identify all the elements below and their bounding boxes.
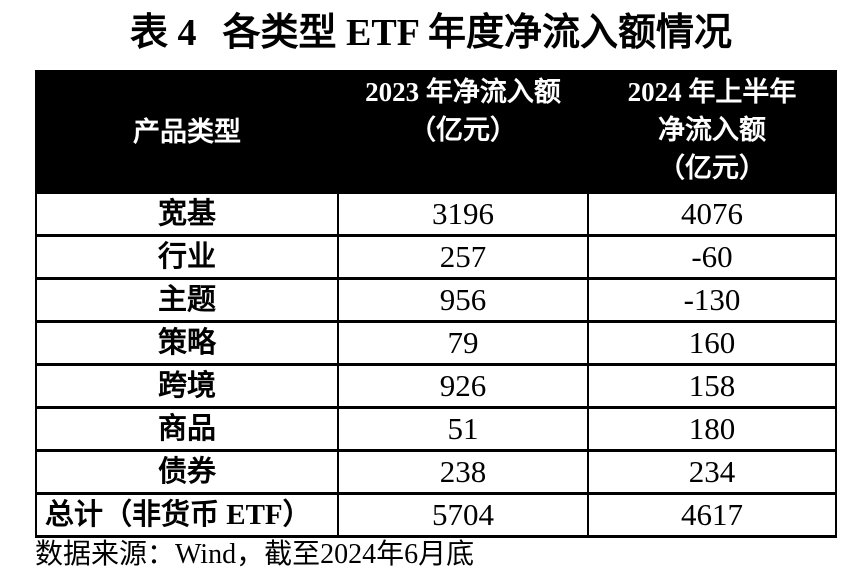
value-2024: 158 <box>587 363 837 409</box>
table-title: 表 4 各类型 ETF 年度净流入额情况 <box>0 8 862 58</box>
row-label: 商品 <box>35 406 339 452</box>
table-row-total-non-money-etf: 总计（非货币 ETF） 5704 4617 <box>35 492 837 538</box>
etf-table-container: 产品类型 2023 年净流入额 （亿元） 2024 年上半年 净流入额 （亿元）… <box>35 70 837 538</box>
row-label: 债券 <box>35 449 339 495</box>
header-2024-line1: 2024 年上半年 <box>627 77 797 107</box>
header-product-type-label: 产品类型 <box>133 117 241 147</box>
table-row-cross-border: 跨境 926 158 <box>35 363 837 409</box>
header-product-type: 产品类型 <box>35 70 339 194</box>
row-label: 宽基 <box>35 191 339 237</box>
value-2023: 238 <box>337 449 589 495</box>
row-label: 总计（非货币 ETF） <box>35 492 339 538</box>
table-row-commodity: 商品 51 180 <box>35 406 837 452</box>
table-header-row: 产品类型 2023 年净流入额 （亿元） 2024 年上半年 净流入额 （亿元） <box>35 70 837 194</box>
header-2024-line3: （亿元） <box>658 153 766 183</box>
header-2024h1-inflow: 2024 年上半年 净流入额 （亿元） <box>587 70 837 194</box>
value-2023: 5704 <box>337 492 589 538</box>
table-row-industry: 行业 257 -60 <box>35 234 837 280</box>
value-2024: 180 <box>587 406 837 452</box>
data-source-note: 数据来源：Wind，截至2024年6月底 <box>35 539 475 570</box>
value-2023: 79 <box>337 320 589 366</box>
row-label: 策略 <box>35 320 339 366</box>
etf-net-inflow-table: 产品类型 2023 年净流入额 （亿元） 2024 年上半年 净流入额 （亿元）… <box>35 70 837 538</box>
table-title-number: 表 4 <box>129 12 197 54</box>
header-2023-line1: 2023 年净流入额 <box>365 77 561 107</box>
value-2024: 234 <box>587 449 837 495</box>
value-2024: 4617 <box>587 492 837 538</box>
value-2023: 257 <box>337 234 589 280</box>
header-2024-line2: 净流入额 <box>658 115 766 145</box>
table-row-strategy: 策略 79 160 <box>35 320 837 366</box>
header-2023-inflow: 2023 年净流入额 （亿元） <box>337 70 589 194</box>
table-row-bond: 债券 238 234 <box>35 449 837 495</box>
value-2024: -60 <box>587 234 837 280</box>
value-2023: 3196 <box>337 191 589 237</box>
row-label: 主题 <box>35 277 339 323</box>
header-2023-line2: （亿元） <box>409 115 517 145</box>
table-row-theme: 主题 956 -130 <box>35 277 837 323</box>
row-label: 跨境 <box>35 363 339 409</box>
table-title-text: 各类型 ETF 年度净流入额情况 <box>222 12 733 54</box>
row-label: 行业 <box>35 234 339 280</box>
value-2024: 4076 <box>587 191 837 237</box>
table-row-broad-based: 宽基 3196 4076 <box>35 191 837 237</box>
value-2023: 51 <box>337 406 589 452</box>
value-2023: 956 <box>337 277 589 323</box>
value-2024: 160 <box>587 320 837 366</box>
value-2024: -130 <box>587 277 837 323</box>
value-2023: 926 <box>337 363 589 409</box>
